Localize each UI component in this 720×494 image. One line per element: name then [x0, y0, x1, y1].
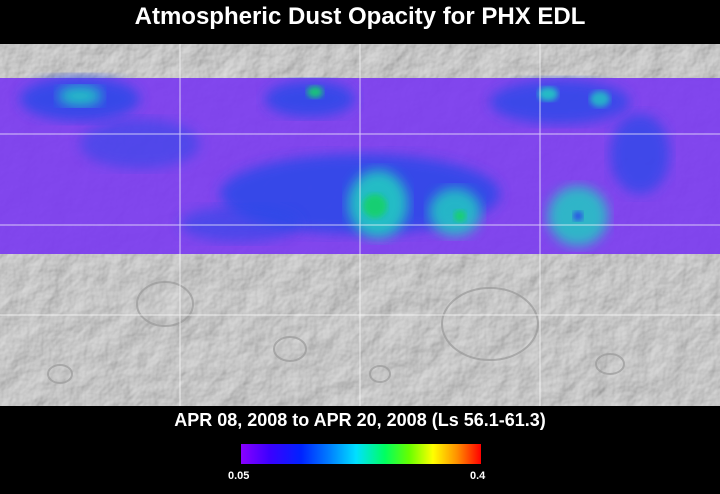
blob-ne-blue [490, 80, 630, 124]
colorbar-max-label: 0.4 [470, 470, 486, 482]
gridlines [0, 44, 720, 406]
blob-c3-core [573, 211, 583, 221]
opacity-colorbar [241, 444, 481, 464]
mars-opacity-map [0, 44, 720, 406]
crater-features [47, 281, 625, 384]
blob-c2-cyan [429, 188, 481, 236]
date-range-caption: APR 08, 2008 to APR 20, 2008 (Ls 56.1-61… [174, 410, 546, 430]
blob-c2-green [454, 210, 466, 222]
map-canvas [0, 44, 720, 406]
map-title: Atmospheric Dust Opacity for PHX EDL [134, 3, 586, 30]
blob-n-green [307, 86, 323, 98]
blob-w-blue [80, 119, 200, 169]
blob-sw-blue [180, 206, 300, 242]
blob-n-blue [265, 81, 355, 117]
blob-center-green [363, 194, 387, 218]
blob-ne-cyan [538, 87, 558, 101]
blob-nw-cyan [58, 86, 102, 106]
blob-e-blue [610, 114, 670, 194]
colorbar-min-label: 0.05 [228, 470, 250, 482]
blob-ne-cyan-2 [590, 91, 610, 107]
